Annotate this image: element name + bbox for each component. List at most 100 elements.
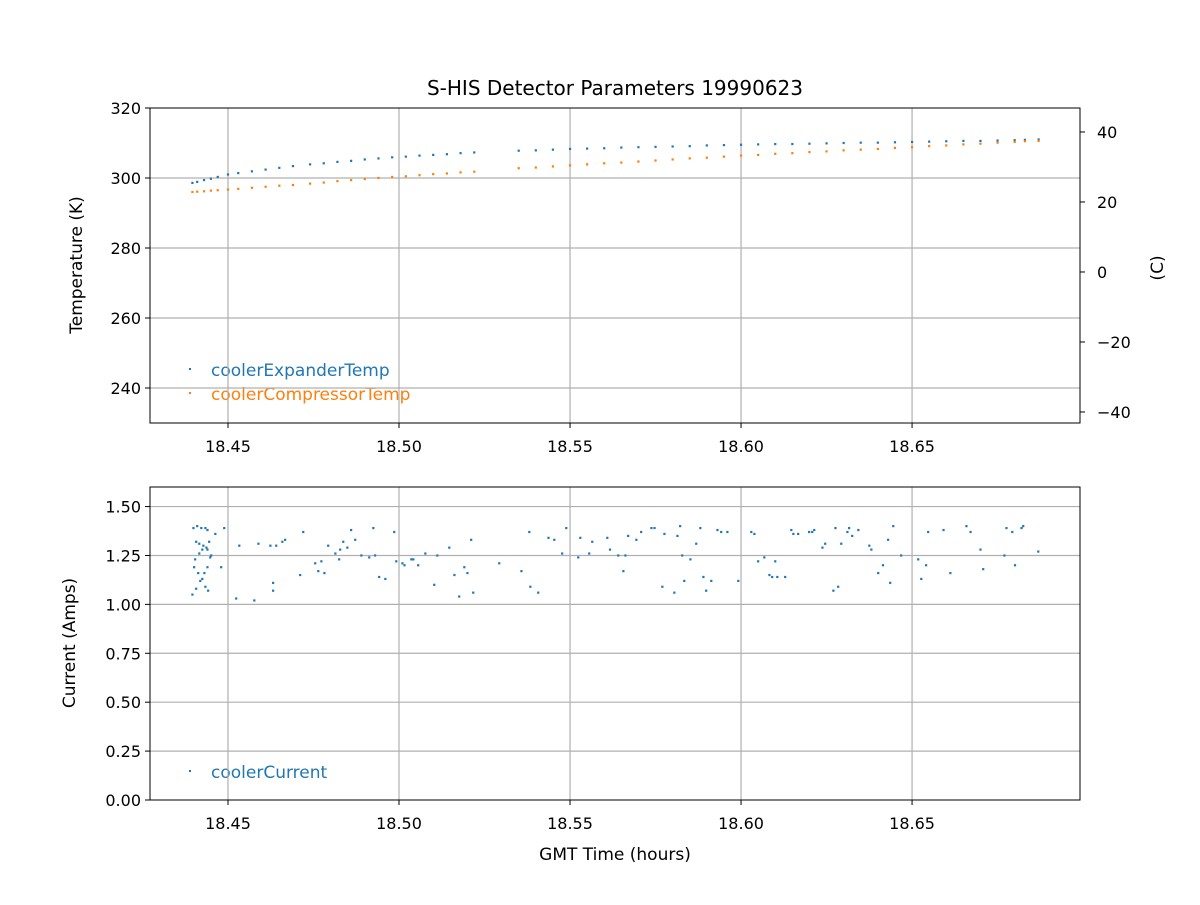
data-point bbox=[203, 571, 206, 575]
data-point bbox=[949, 571, 952, 575]
data-point bbox=[473, 151, 476, 154]
data-point bbox=[322, 162, 325, 165]
data-point bbox=[790, 528, 793, 532]
data-point bbox=[201, 548, 204, 551]
data-point bbox=[1023, 140, 1027, 143]
data-point bbox=[202, 190, 206, 193]
x-tick-label: 18.55 bbox=[547, 437, 593, 456]
data-point bbox=[1003, 554, 1006, 557]
data-point bbox=[1005, 526, 1008, 530]
data-point bbox=[881, 564, 885, 567]
data-point bbox=[920, 577, 923, 581]
data-point bbox=[291, 165, 295, 168]
data-point bbox=[372, 526, 375, 530]
data-point bbox=[808, 142, 811, 145]
data-point bbox=[517, 167, 520, 170]
data-point bbox=[354, 538, 357, 541]
data-point bbox=[393, 530, 396, 534]
data-point bbox=[432, 153, 435, 156]
data-point bbox=[808, 151, 811, 154]
y-tick-label: 0.00 bbox=[105, 791, 141, 810]
data-point bbox=[206, 528, 209, 532]
data-point bbox=[637, 160, 640, 163]
data-point bbox=[702, 575, 705, 579]
data-point bbox=[205, 546, 208, 549]
data-point bbox=[201, 577, 204, 581]
y-tick-label: 0.50 bbox=[105, 693, 141, 712]
data-point bbox=[791, 142, 794, 146]
x-axis-label: GMT Time (hours) bbox=[539, 845, 691, 865]
data-point bbox=[962, 143, 965, 146]
data-point bbox=[198, 542, 201, 545]
data-point bbox=[363, 177, 366, 181]
data-point bbox=[608, 548, 612, 551]
data-point bbox=[534, 166, 537, 169]
data-point bbox=[537, 591, 540, 594]
data-point bbox=[308, 182, 312, 185]
data-point bbox=[825, 150, 828, 153]
data-point bbox=[561, 552, 564, 555]
legend-label-expander: coolerExpanderTemp bbox=[211, 361, 390, 381]
data-point bbox=[757, 560, 760, 563]
data-point bbox=[808, 530, 811, 534]
data-point bbox=[470, 538, 473, 541]
data-point bbox=[683, 579, 686, 582]
data-point bbox=[876, 147, 879, 151]
data-point bbox=[433, 583, 436, 586]
data-point bbox=[924, 564, 928, 567]
y-tick-label: 300 bbox=[110, 169, 141, 188]
data-point bbox=[1013, 140, 1016, 144]
data-point bbox=[281, 540, 284, 543]
data-point bbox=[272, 581, 275, 584]
top-axes: 18.45 18.50 18.55 18.60 18.65 240 260 280 300 320… bbox=[110, 99, 1130, 456]
data-point bbox=[568, 164, 572, 167]
data-point bbox=[624, 554, 627, 557]
data-point bbox=[192, 526, 195, 530]
data-point bbox=[586, 147, 589, 150]
data-point bbox=[771, 575, 774, 579]
data-point bbox=[202, 179, 206, 182]
data-point bbox=[617, 554, 620, 557]
data-point bbox=[969, 530, 972, 534]
data-point bbox=[928, 140, 931, 143]
data-point bbox=[722, 155, 726, 158]
data-point bbox=[996, 141, 999, 144]
data-point bbox=[910, 146, 914, 149]
data-point bbox=[436, 554, 439, 557]
data-point bbox=[1020, 526, 1023, 530]
data-point bbox=[238, 544, 241, 547]
data-point bbox=[671, 145, 674, 148]
data-point bbox=[868, 544, 871, 547]
x-tick-label: 18.65 bbox=[889, 814, 935, 833]
data-point bbox=[269, 544, 272, 547]
data-point bbox=[466, 571, 469, 575]
data-point bbox=[620, 146, 623, 149]
data-point bbox=[196, 180, 199, 183]
y-tick-label: 0.75 bbox=[105, 644, 141, 663]
data-point bbox=[710, 579, 713, 582]
data-point bbox=[565, 526, 568, 530]
data-point bbox=[264, 185, 267, 188]
data-point bbox=[979, 142, 982, 145]
data-point bbox=[250, 170, 254, 173]
data-point bbox=[893, 141, 897, 144]
data-point bbox=[200, 526, 203, 530]
x-tick-label: 18.45 bbox=[205, 437, 251, 456]
data-point bbox=[284, 538, 287, 541]
x-tick-label: 18.55 bbox=[547, 814, 593, 833]
data-point bbox=[210, 554, 213, 557]
data-point bbox=[892, 525, 895, 528]
data-point bbox=[792, 532, 795, 536]
y-tick-label: 320 bbox=[110, 99, 141, 118]
data-point bbox=[459, 152, 462, 155]
data-point bbox=[928, 145, 931, 148]
data-point bbox=[199, 579, 202, 582]
data-point bbox=[910, 140, 914, 144]
data-point bbox=[529, 585, 532, 588]
data-point bbox=[226, 173, 230, 176]
data-point bbox=[384, 577, 387, 581]
data-point bbox=[323, 571, 326, 575]
data-point bbox=[705, 156, 708, 159]
data-point bbox=[945, 144, 948, 147]
data-point bbox=[663, 532, 666, 536]
